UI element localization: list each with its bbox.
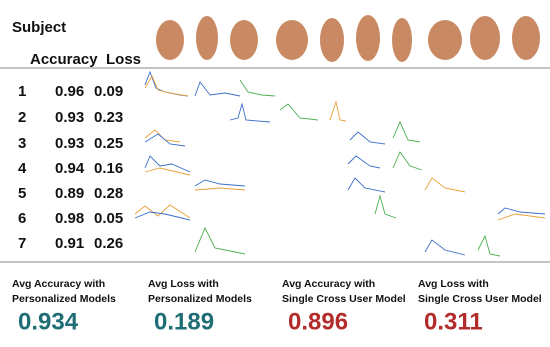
summary-label: Single Cross User Model bbox=[418, 293, 542, 305]
accuracy-value: 0.93 bbox=[55, 135, 84, 152]
accuracy-value: 0.89 bbox=[55, 185, 84, 202]
subject-id: 7 bbox=[18, 235, 26, 252]
summary-label: Avg Accuracy with bbox=[12, 278, 105, 290]
summary-label: Single Cross User Model bbox=[282, 293, 406, 305]
summary-value: 0.896 bbox=[288, 308, 348, 335]
loss-value: 0.25 bbox=[94, 135, 123, 152]
loss-header: Loss bbox=[106, 51, 141, 68]
summary-label: Personalized Models bbox=[12, 293, 116, 305]
loss-value: 0.28 bbox=[94, 185, 123, 202]
sparklines bbox=[134, 70, 546, 257]
loss-value: 0.26 bbox=[94, 235, 123, 252]
summary-value: 0.311 bbox=[424, 308, 483, 335]
accuracy-value: 0.98 bbox=[55, 210, 84, 227]
subject-id: 3 bbox=[18, 135, 26, 152]
subject-id: 6 bbox=[18, 210, 26, 227]
subject-header: Subject bbox=[12, 19, 66, 36]
summary-label: Personalized Models bbox=[148, 293, 252, 305]
subject-id: 4 bbox=[18, 160, 27, 177]
accuracy-value: 0.94 bbox=[55, 160, 85, 177]
accuracy-header: Accuracy bbox=[30, 51, 98, 68]
loss-value: 0.09 bbox=[94, 83, 123, 100]
subject-id: 2 bbox=[18, 109, 26, 126]
subject-id: 5 bbox=[18, 185, 26, 202]
hand-icons bbox=[156, 15, 540, 62]
loss-value: 0.23 bbox=[94, 109, 123, 126]
accuracy-value: 0.93 bbox=[55, 109, 84, 126]
accuracy-value: 0.91 bbox=[55, 235, 84, 252]
loss-value: 0.05 bbox=[94, 210, 123, 227]
summary-label: Avg Loss with bbox=[418, 278, 489, 290]
summary-label: Avg Loss with bbox=[148, 278, 219, 290]
subject-id: 1 bbox=[18, 83, 26, 100]
summary-label: Avg Accuracy with bbox=[282, 278, 375, 290]
loss-value: 0.16 bbox=[94, 160, 123, 177]
summary-value: 0.934 bbox=[18, 308, 79, 335]
accuracy-value: 0.96 bbox=[55, 83, 84, 100]
summary-value: 0.189 bbox=[154, 308, 214, 335]
